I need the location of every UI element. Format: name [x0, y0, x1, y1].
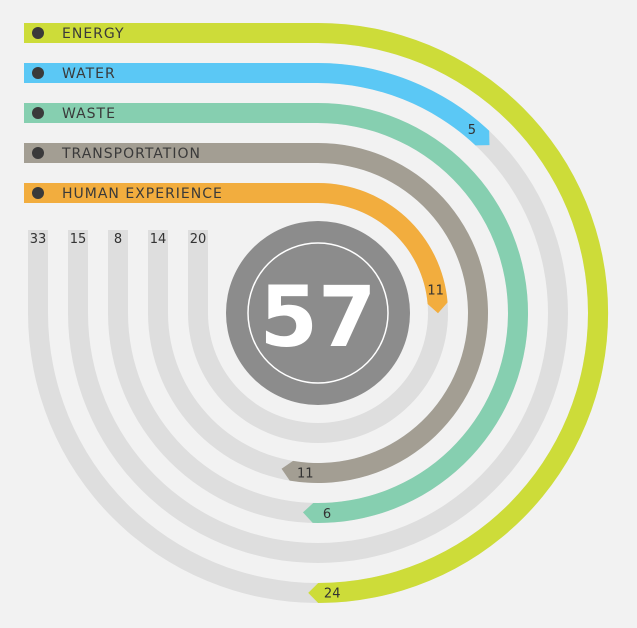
category-label-energy: ENERGY	[62, 26, 125, 42]
category-label-transportation: TRANSPORTATION	[61, 146, 201, 162]
lightning-icon	[32, 27, 44, 39]
car-icon	[32, 147, 44, 159]
value-label-waste: 6	[323, 507, 331, 522]
category-label-water: WATER	[62, 66, 116, 82]
value-label-human-experience: 11	[427, 283, 444, 298]
label-group: 24 ENERGY 33 5 WATER 15 6 WASTE 8 11 TRANSPORTATIO…	[30, 26, 476, 602]
max-label-human-experience: 20	[190, 232, 207, 247]
center-ring	[247, 242, 389, 384]
max-label-waste: 8	[114, 232, 122, 247]
bar-group	[24, 22, 609, 603]
bar-human-experience	[24, 183, 448, 314]
category-label-human-experience: HUMAN EXPERIENCE	[62, 186, 223, 202]
category-label-waste: WASTE	[62, 106, 116, 122]
center-disc: 57	[226, 221, 410, 405]
recycle-icon	[32, 107, 44, 119]
max-label-transportation: 14	[150, 232, 167, 247]
value-label-water: 5	[468, 123, 476, 138]
water-drop-icon	[32, 67, 44, 79]
value-label-energy: 24	[324, 587, 341, 602]
center-circle	[226, 221, 410, 405]
max-label-energy: 33	[30, 232, 47, 247]
bar-water	[24, 63, 490, 146]
total-score: 57	[260, 268, 377, 366]
value-label-transportation: 11	[297, 466, 314, 481]
person-icon	[32, 187, 44, 199]
max-label-water: 15	[70, 232, 87, 247]
